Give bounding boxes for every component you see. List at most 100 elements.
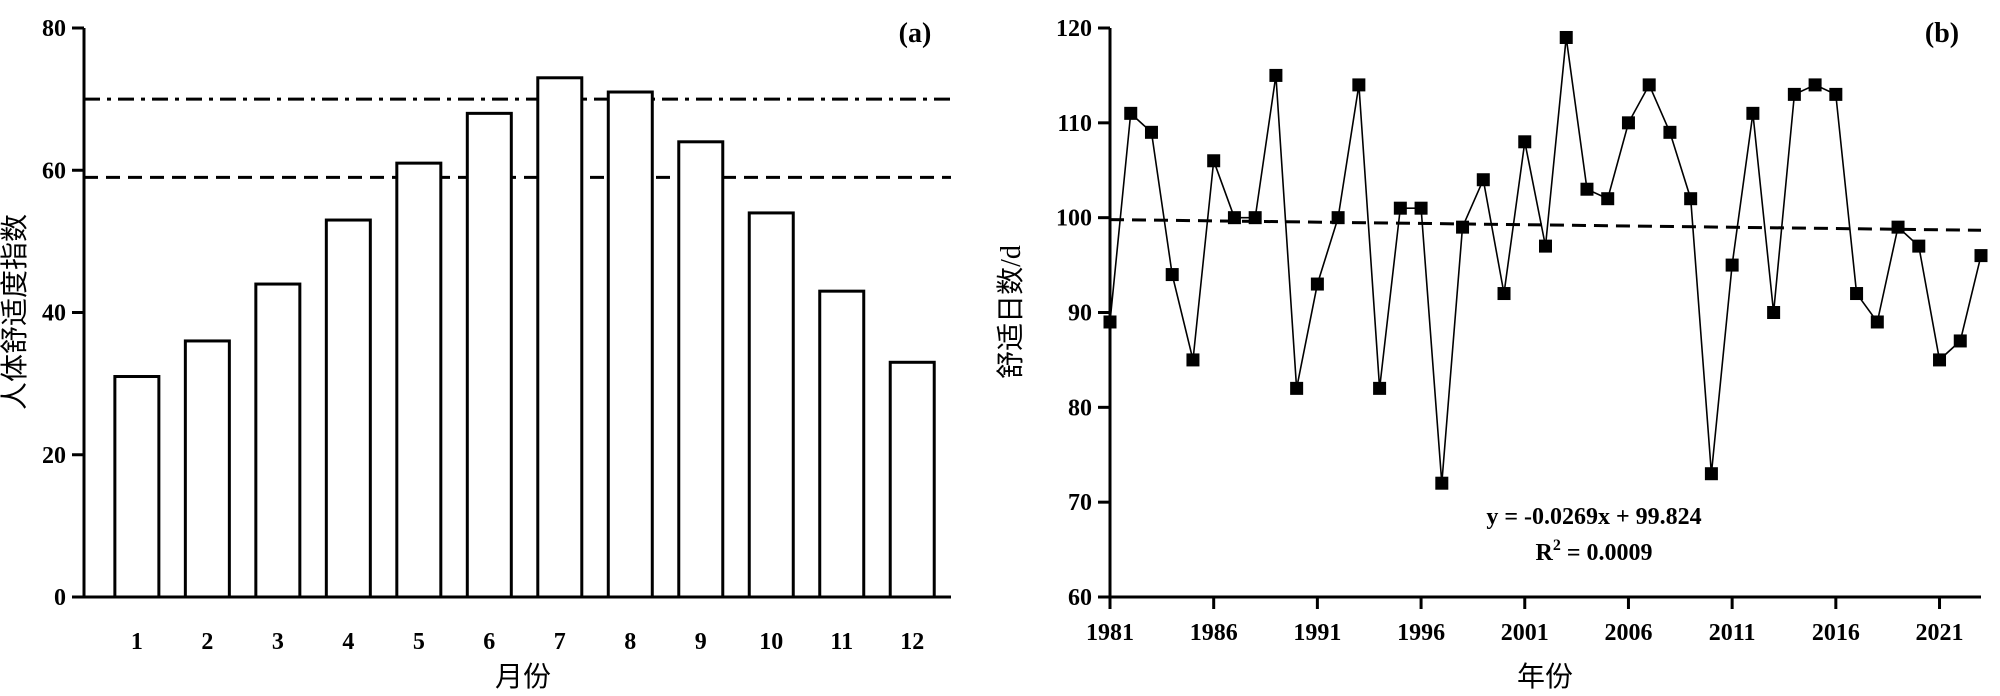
data-point (1124, 106, 1138, 120)
y-ticks-b: 60 70 80 90 100 110 120 (1056, 16, 1110, 611)
data-point (1621, 116, 1635, 130)
data-point (1725, 258, 1739, 272)
bar (536, 76, 584, 599)
data-point (1310, 277, 1324, 291)
x-tick-label: 1981 (1086, 620, 1134, 646)
data-point (1248, 211, 1262, 225)
x-tick-label: 7 (554, 629, 566, 655)
y-tick-label: 60 (42, 158, 66, 184)
bar (888, 360, 936, 599)
data-point (1746, 106, 1760, 120)
x-tick-label: 9 (695, 629, 707, 655)
data-point (1207, 154, 1221, 168)
data-point (1165, 268, 1179, 282)
panel-label-b: (b) (1925, 18, 1959, 49)
data-point (1559, 30, 1573, 44)
data-point (1352, 78, 1366, 92)
data-point (1144, 125, 1158, 139)
data-point (1414, 201, 1428, 215)
x-tick-label: 1986 (1190, 620, 1238, 646)
data-point (1497, 287, 1511, 301)
data-point (1269, 68, 1283, 82)
x-ticks-a: 1 2 3 4 5 6 7 8 9 10 11 12 (131, 629, 924, 655)
x-tick-label: 1991 (1293, 620, 1341, 646)
y-tick-label: 80 (42, 16, 66, 42)
data-point (1227, 211, 1241, 225)
data-point (1331, 211, 1345, 225)
data-point (1974, 249, 1988, 263)
bar (747, 211, 795, 599)
x-tick-label: 5 (413, 629, 425, 655)
r-squared-value: = 0.0009 (1561, 540, 1653, 566)
data-point (1787, 87, 1801, 101)
reference-lines-a (84, 97, 951, 179)
y-axis-title-a: 人体舒适度指数 (0, 214, 31, 410)
y-tick-label: 90 (1068, 301, 1092, 327)
data-point (1435, 476, 1449, 490)
x-axis-title-b: 年份 (1517, 661, 1573, 693)
data-point (1373, 381, 1387, 395)
r-squared: R2 = 0.0009 (1535, 537, 1652, 566)
x-tick-label: 8 (624, 629, 636, 655)
data-point (1808, 78, 1822, 92)
bar (254, 282, 302, 599)
data-point (1870, 315, 1884, 329)
data-point (1601, 192, 1615, 206)
y-tick-label: 60 (1068, 585, 1092, 611)
data-point (1953, 334, 1967, 348)
bar (465, 111, 513, 599)
r-squared-superscript: 2 (1553, 537, 1561, 554)
data-point (1767, 306, 1781, 319)
x-tick-label: 12 (900, 629, 924, 655)
x-tick-label: 1996 (1397, 620, 1445, 646)
data-point (1663, 125, 1677, 139)
bar (818, 289, 866, 599)
x-tick-label: 3 (272, 629, 284, 655)
y-tick-label: 40 (42, 301, 66, 327)
y-tick-label: 100 (1056, 206, 1092, 232)
y-tick-label: 70 (1068, 490, 1092, 516)
x-tick-label: 2 (201, 629, 213, 655)
x-axis-title-a: 月份 (495, 661, 551, 693)
data-point (1456, 220, 1470, 234)
bar (606, 90, 654, 599)
x-tick-label: 2011 (1709, 620, 1756, 646)
y-tick-label: 80 (1068, 395, 1092, 421)
data-point (1518, 135, 1532, 149)
x-ticks-b: 1981 1986 1991 1996 2001 2006 2011 2016 2021 (1086, 597, 1964, 646)
series-line (1109, 37, 1982, 484)
data-point (1933, 353, 1947, 367)
chart-b: 60 70 80 90 100 110 120 1981 1986 1991 1996 2001 20… (995, 16, 1988, 693)
data-point (1704, 467, 1718, 481)
y-axis-title-b: 舒适日数/d (995, 245, 1027, 379)
r-squared-prefix: R (1535, 540, 1553, 566)
x-tick-label: 6 (483, 629, 495, 655)
x-tick-label: 2021 (1916, 620, 1964, 646)
bar (395, 161, 443, 599)
bar (677, 140, 725, 599)
panel-label-a: (a) (899, 18, 932, 49)
x-tick-label: 4 (342, 629, 354, 655)
x-tick-label: 10 (759, 629, 783, 655)
data-point (1891, 220, 1905, 234)
data-point (1912, 239, 1926, 253)
x-tick-label: 11 (830, 629, 853, 655)
data-point (1642, 78, 1656, 92)
data-point (1476, 173, 1490, 187)
x-tick-label: 1 (131, 629, 143, 655)
bar (324, 218, 372, 599)
bars-a (113, 76, 936, 599)
x-tick-label: 2016 (1812, 620, 1860, 646)
data-point (1393, 201, 1407, 215)
trend-equation: y = -0.0269x + 99.824 (1486, 504, 1701, 530)
series-b (1103, 30, 1988, 490)
y-tick-label: 110 (1057, 111, 1092, 137)
bar (183, 339, 231, 599)
data-point (1580, 182, 1594, 196)
data-point (1829, 87, 1843, 101)
data-point (1290, 381, 1304, 395)
y-ticks-a: 0 20 40 60 80 (42, 16, 84, 611)
data-point (1850, 287, 1864, 301)
y-tick-label: 0 (54, 585, 66, 611)
